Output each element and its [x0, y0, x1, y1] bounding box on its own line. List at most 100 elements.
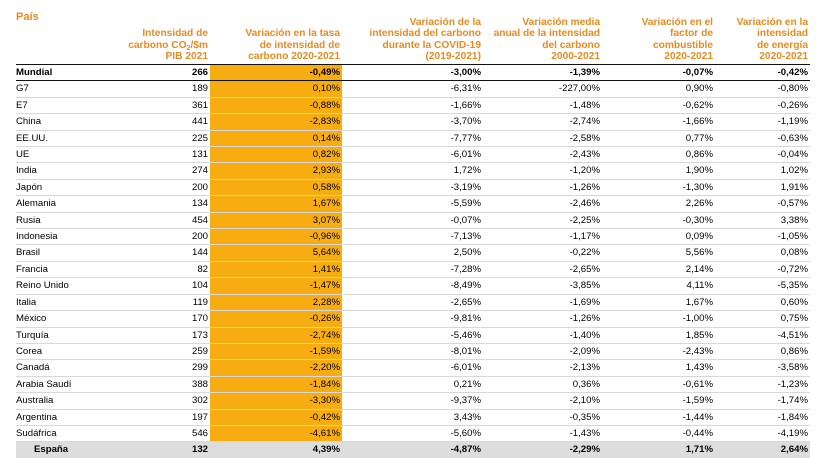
country-cell: Canadá: [16, 359, 98, 377]
intensity-cell: 189: [98, 80, 210, 98]
header-carbon-intensity-label: Intensidad de carbono CO2/$m PIB 2021: [128, 28, 208, 62]
intensity-cell: 134: [98, 195, 210, 213]
country-cell: G7: [16, 80, 98, 98]
rate-change-cell: -1,47%: [210, 277, 342, 295]
covid-change-cell: -7,13%: [342, 228, 483, 246]
country-cell: E7: [16, 97, 98, 115]
header-carbon-intensity: Intensidad de carbono CO2/$m PIB 2021: [98, 0, 210, 65]
annual-average-cell: -1,26%: [483, 310, 602, 328]
rate-change-cell: 0,82%: [210, 146, 342, 164]
header-rate-change: Variación en la tasa de intensidad de ca…: [210, 0, 342, 65]
rate-change-cell: -0,96%: [210, 228, 342, 246]
annual-average-cell: -2,74%: [483, 113, 602, 131]
country-cell: Reino Unido: [16, 277, 98, 295]
intensity-cell: 170: [98, 310, 210, 328]
rate-change-cell: -3,30%: [210, 392, 342, 410]
intensity-cell: 225: [98, 130, 210, 148]
fuel-factor-cell: 2,14%: [602, 261, 715, 279]
rate-change-cell: 2,93%: [210, 162, 342, 180]
energy-intensity-cell: 0,08%: [715, 244, 810, 262]
covid-change-cell: -7,28%: [342, 261, 483, 279]
table-row: India 274 2,93% 1,72% -1,20% 1,90% 1,02%: [16, 162, 810, 180]
rate-change-cell: 0,58%: [210, 179, 342, 197]
covid-change-cell: -6,01%: [342, 146, 483, 164]
covid-change-cell: -5,46%: [342, 327, 483, 344]
energy-intensity-cell: 0,75%: [715, 310, 810, 328]
fuel-factor-cell: -0,62%: [602, 97, 715, 115]
fuel-factor-cell: -1,66%: [602, 113, 715, 131]
table-row: Indonesia 200 -0,96% -7,13% -1,17% 0,09% -1,05…: [16, 228, 810, 246]
covid-change-cell: -9,37%: [342, 392, 483, 410]
rate-change-cell: -2,74%: [210, 327, 342, 344]
rate-change-cell: -1,84%: [210, 376, 342, 394]
intensity-cell: 119: [98, 294, 210, 312]
header-fuel-factor: Variación en el factor de combustible 20…: [602, 0, 715, 65]
fuel-factor-cell: 1,43%: [602, 359, 715, 377]
covid-change-cell: -5,60%: [342, 425, 483, 443]
table-row: UE 131 0,82% -6,01% -2,43% 0,86% -0,04%: [16, 146, 810, 164]
annual-average-cell: -2,58%: [483, 130, 602, 148]
country-cell: Francia: [16, 261, 98, 279]
country-cell: Brasil: [16, 244, 98, 262]
fuel-factor-cell: 0,90%: [602, 80, 715, 98]
fuel-factor-cell: -0,30%: [602, 212, 715, 230]
table-row: EE.UU. 225 0,14% -7,77% -2,58% 0,77% -0,63%: [16, 130, 810, 148]
table-row: Argentina 197 -0,42% 3,43% -0,35% -1,44% -1,84…: [16, 409, 810, 426]
covid-change-cell: -3,70%: [342, 113, 483, 131]
energy-intensity-cell: -0,80%: [715, 80, 810, 98]
table-row: Rusia 454 3,07% -0,07% -2,25% -0,30% 3,38%: [16, 212, 810, 230]
annual-average-cell: -2,10%: [483, 392, 602, 410]
covid-change-cell: -9,81%: [342, 310, 483, 328]
fuel-factor-cell: 4,11%: [602, 277, 715, 295]
annual-average-cell: -2,25%: [483, 212, 602, 230]
covid-change-cell: -8,01%: [342, 343, 483, 361]
covid-change-cell: -0,07%: [342, 212, 483, 230]
intensity-cell: 200: [98, 179, 210, 197]
intensity-cell: 266: [98, 64, 210, 82]
annual-average-cell: -1,43%: [483, 425, 602, 443]
rate-change-cell: 1,67%: [210, 195, 342, 213]
annual-average-cell: 0,36%: [483, 376, 602, 394]
energy-intensity-cell: -0,42%: [715, 64, 810, 82]
intensity-cell: 302: [98, 392, 210, 410]
table-row: Italia 119 2,28% -2,65% -1,69% 1,67% 0,60%: [16, 294, 810, 312]
rate-change-cell: 3,07%: [210, 212, 342, 230]
country-cell: China: [16, 113, 98, 131]
fuel-factor-cell: 2,26%: [602, 195, 715, 213]
intensity-cell: 299: [98, 359, 210, 377]
table-row: Turquía 173 -2,74% -5,46% -1,40% 1,85% -4,51%: [16, 327, 810, 344]
fuel-factor-cell: -2,43%: [602, 343, 715, 361]
annual-average-cell: -2,46%: [483, 195, 602, 213]
fuel-factor-cell: -1,00%: [602, 310, 715, 328]
covid-change-cell: -7,77%: [342, 130, 483, 148]
fuel-factor-cell: 1,90%: [602, 162, 715, 180]
table-row: Canadá 299 -2,20% -6,01% -2,13% 1,43% -3,58%: [16, 359, 810, 377]
table-header-row: País Intensidad de carbono CO2/$m PIB 20…: [16, 0, 810, 65]
energy-intensity-cell: 0,86%: [715, 343, 810, 361]
energy-intensity-cell: -4,51%: [715, 327, 810, 344]
covid-change-cell: -5,59%: [342, 195, 483, 213]
country-cell: Rusia: [16, 212, 98, 230]
annual-average-cell: -1,48%: [483, 97, 602, 115]
covid-change-cell: -6,01%: [342, 359, 483, 377]
covid-change-cell: 3,43%: [342, 409, 483, 426]
energy-intensity-cell: -4,19%: [715, 425, 810, 443]
annual-average-cell: -3,85%: [483, 277, 602, 295]
country-cell: México: [16, 310, 98, 328]
annual-average-cell: -227,00%: [483, 80, 602, 98]
covid-change-cell: -2,65%: [342, 294, 483, 312]
energy-intensity-cell: -0,57%: [715, 195, 810, 213]
annual-average-cell: -1,69%: [483, 294, 602, 312]
country-cell: Japón: [16, 179, 98, 197]
energy-intensity-cell: -0,26%: [715, 97, 810, 115]
fuel-factor-cell: -1,30%: [602, 179, 715, 197]
fuel-factor-cell: -0,61%: [602, 376, 715, 394]
intensity-cell: 361: [98, 97, 210, 115]
country-cell: Corea: [16, 343, 98, 361]
annual-average-cell: -2,65%: [483, 261, 602, 279]
intensity-cell: 200: [98, 228, 210, 246]
energy-intensity-cell: 1,02%: [715, 162, 810, 180]
intensity-cell: 104: [98, 277, 210, 295]
rate-change-cell: 0,14%: [210, 130, 342, 148]
intensity-cell: 131: [98, 146, 210, 164]
